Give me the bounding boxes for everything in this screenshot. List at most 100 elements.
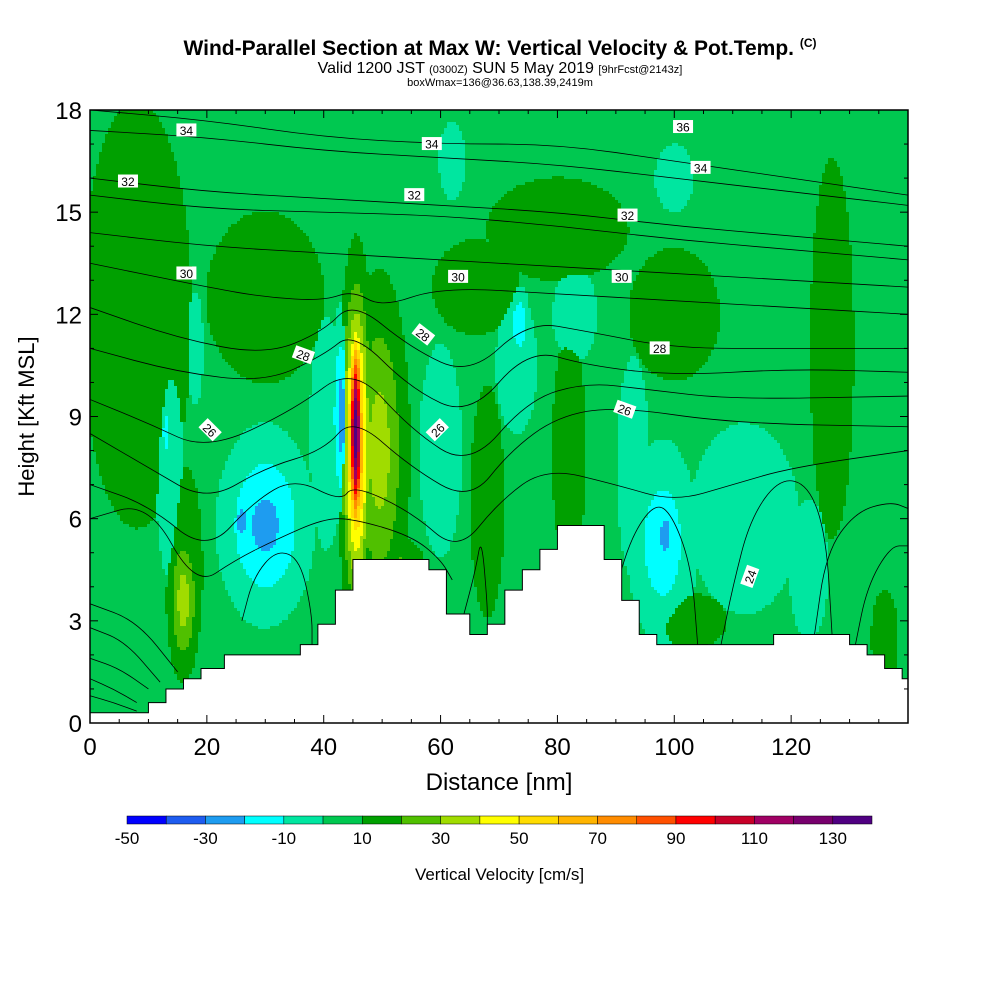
field-cell: [651, 134, 655, 138]
field-cell: [576, 128, 580, 132]
field-cell: [294, 119, 298, 123]
field-cell: [420, 128, 424, 132]
field-cell: [381, 137, 385, 141]
field-cell: [285, 149, 289, 153]
field-cell: [822, 128, 826, 132]
field-cell: [483, 128, 487, 132]
field-cell: [729, 143, 733, 147]
field-cell: [126, 125, 130, 129]
field-cell: [642, 146, 646, 150]
field-cell: [111, 158, 115, 162]
field-cell: [285, 134, 289, 138]
field-cell: [621, 155, 625, 159]
field-cell: [894, 137, 898, 141]
field-cell: [444, 122, 448, 126]
field-cell: [294, 161, 298, 165]
field-cell: [426, 152, 430, 156]
field-cell: [246, 146, 250, 150]
field-cell: [327, 116, 331, 120]
field-cell: [318, 155, 322, 159]
field-cell: [780, 119, 784, 123]
field-cell: [657, 155, 661, 159]
field-cell: [642, 116, 646, 120]
field-cell: [873, 134, 877, 138]
field-cell: [801, 122, 805, 126]
field-cell: [462, 146, 466, 150]
field-cell: [888, 137, 892, 141]
field-cell: [369, 161, 373, 165]
field-cell: [648, 146, 652, 150]
field-cell: [168, 119, 172, 123]
field-cell: [567, 119, 571, 123]
field-cell: [291, 113, 295, 117]
field-cell: [552, 149, 556, 153]
field-cell: [783, 152, 787, 156]
field-cell: [306, 149, 310, 153]
field-cell: [261, 146, 265, 150]
field-cell: [516, 161, 520, 165]
field-cell: [648, 140, 652, 144]
field-cell: [132, 149, 136, 153]
field-cell: [399, 134, 403, 138]
field-cell: [834, 125, 838, 129]
field-cell: [351, 119, 355, 123]
field-cell: [102, 140, 106, 144]
field-cell: [540, 152, 544, 156]
field-cell: [741, 113, 745, 117]
field-cell: [414, 152, 418, 156]
field-cell: [630, 116, 634, 120]
field-cell: [627, 131, 631, 135]
field-cell: [351, 155, 355, 159]
field-cell: [735, 155, 739, 159]
field-cell: [567, 128, 571, 132]
field-cell: [600, 155, 604, 159]
field-cell: [534, 155, 538, 159]
field-cell: [702, 146, 706, 150]
field-cell: [777, 158, 781, 162]
field-cell: [267, 113, 271, 117]
field-cell: [720, 161, 724, 165]
field-cell: [570, 128, 574, 132]
field-cell: [879, 158, 883, 162]
field-cell: [828, 128, 832, 132]
field-cell: [804, 152, 808, 156]
field-cell: [732, 119, 736, 123]
field-cell: [660, 119, 664, 123]
field-cell: [483, 125, 487, 129]
field-cell: [264, 140, 268, 144]
field-cell: [324, 158, 328, 162]
field-cell: [531, 131, 535, 135]
field-cell: [264, 152, 268, 156]
field-cell: [399, 119, 403, 123]
field-cell: [423, 131, 427, 135]
field-cell: [729, 158, 733, 162]
field-cell: [813, 131, 817, 135]
field-cell: [324, 131, 328, 135]
field-cell: [483, 161, 487, 165]
field-cell: [804, 143, 808, 147]
field-cell: [507, 143, 511, 147]
field-cell: [879, 137, 883, 141]
field-cell: [261, 140, 265, 144]
field-cell: [600, 113, 604, 117]
field-cell: [345, 140, 349, 144]
field-cell: [201, 134, 205, 138]
field-cell: [120, 125, 124, 129]
field-cell: [213, 113, 217, 117]
field-cell: [684, 155, 688, 159]
field-cell: [447, 161, 451, 165]
field-cell: [168, 137, 172, 141]
field-cell: [657, 146, 661, 150]
field-cell: [900, 134, 904, 138]
field-cell: [720, 146, 724, 150]
field-cell: [774, 125, 778, 129]
field-cell: [417, 158, 421, 162]
field-cell: [453, 119, 457, 123]
field-cell: [561, 158, 565, 162]
field-cell: [753, 137, 757, 141]
field-cell: [843, 116, 847, 120]
field-cell: [519, 131, 523, 135]
field-cell: [465, 116, 469, 120]
field-cell: [219, 155, 223, 159]
field-cell: [363, 128, 367, 132]
